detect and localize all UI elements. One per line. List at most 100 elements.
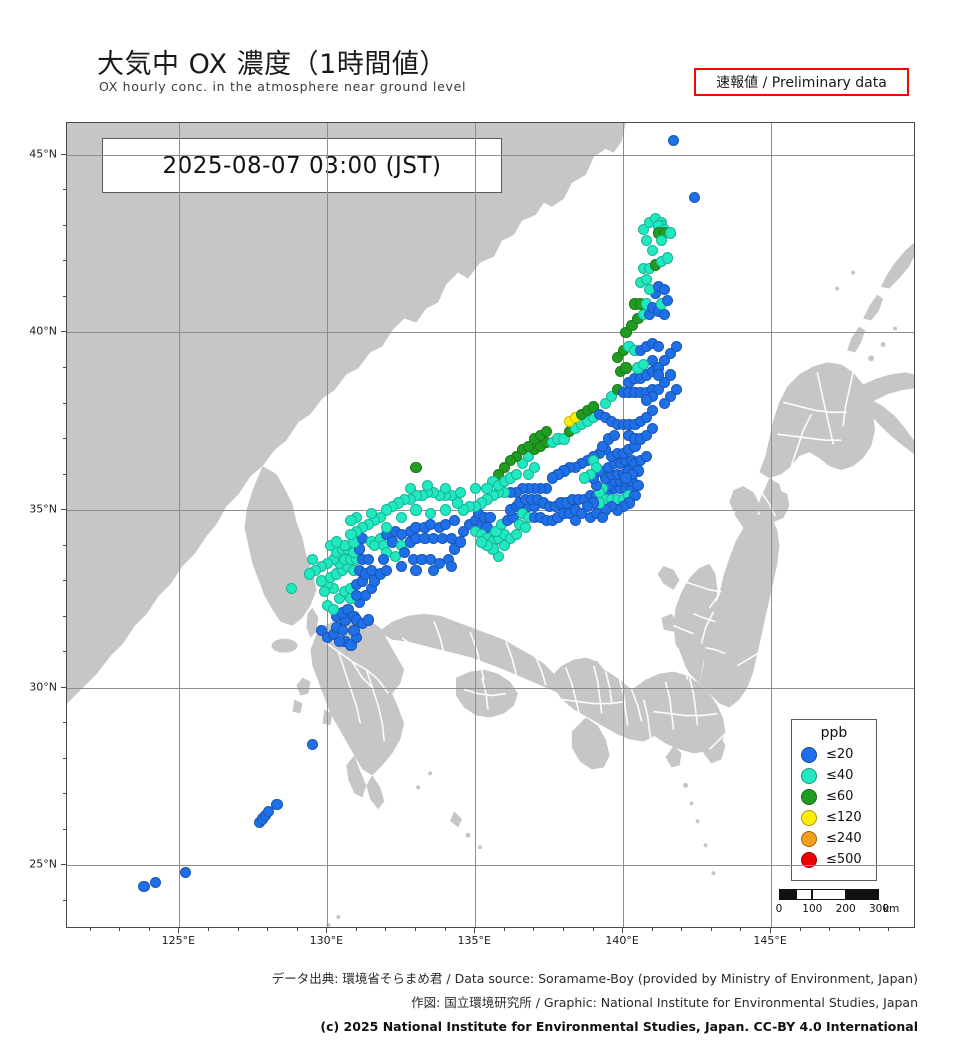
x-axis-tick	[444, 928, 446, 931]
y-axis-tick	[63, 260, 66, 262]
timestamp-label: 2025-08-07 03:00 (JST)	[162, 152, 442, 179]
y-axis-tick	[63, 651, 66, 653]
data-point	[629, 490, 641, 502]
data-point	[587, 401, 600, 413]
data-point	[457, 525, 469, 537]
legend-item: ≤60	[792, 786, 876, 807]
x-axis-tick	[237, 928, 239, 931]
data-point	[596, 511, 609, 523]
data-point	[410, 461, 422, 473]
data-point	[511, 529, 523, 541]
gridline-vertical	[771, 123, 773, 927]
data-point	[395, 511, 407, 523]
data-point	[493, 550, 505, 562]
y-axis-tick	[63, 757, 66, 759]
x-axis-tick	[829, 928, 831, 931]
x-axis-tick	[415, 928, 417, 931]
data-point	[626, 319, 638, 331]
x-axis-tick	[622, 928, 624, 933]
legend-item-label: ≤120	[826, 810, 862, 825]
scale-bar-segment	[845, 889, 879, 900]
data-point	[150, 877, 162, 889]
gridline-horizontal	[67, 687, 914, 689]
footer-data-source: データ出典: 環境省そらまめ君 / Data source: Soramame-…	[271, 971, 918, 986]
data-point	[179, 866, 191, 878]
data-point	[425, 507, 437, 520]
gridline-vertical	[623, 123, 625, 927]
data-point	[327, 603, 339, 616]
data-point	[641, 429, 653, 442]
data-point	[366, 507, 378, 520]
gridline-horizontal	[67, 154, 914, 156]
legend-item-label: ≤20	[826, 747, 854, 762]
footer-graphic-credit: 作図: 国立環境研究所 / Graphic: National Institut…	[411, 995, 918, 1010]
data-point	[499, 539, 511, 552]
scale-bar: 0 100 200 300 km	[775, 889, 899, 923]
data-point	[638, 223, 650, 236]
legend-swatch-icon	[801, 830, 817, 847]
preliminary-data-label: 速報値 / Preliminary data	[716, 75, 887, 91]
y-axis-tick	[63, 793, 66, 795]
data-point	[641, 234, 653, 246]
data-point	[369, 575, 381, 587]
gridline-horizontal	[67, 332, 914, 334]
data-point	[303, 568, 316, 580]
scale-bar-tick-label: 200	[835, 903, 856, 915]
japan-basemap	[67, 123, 914, 927]
data-point	[516, 458, 529, 470]
y-axis-tick	[63, 580, 66, 582]
legend-item-label: ≤40	[826, 768, 854, 783]
data-point	[653, 383, 665, 395]
data-point	[641, 273, 653, 285]
y-axis-tick	[63, 473, 66, 475]
x-axis-tick	[296, 928, 298, 931]
legend-item: ≤120	[792, 807, 876, 828]
x-axis-tick	[858, 928, 860, 931]
data-point	[336, 625, 348, 637]
x-axis-tick	[770, 928, 772, 933]
x-axis-tick	[207, 928, 209, 931]
data-point	[469, 483, 481, 495]
data-point	[380, 522, 393, 534]
data-point	[440, 504, 452, 516]
data-point	[661, 294, 674, 307]
data-point	[380, 504, 393, 516]
x-axis-tick	[89, 928, 91, 931]
data-point	[398, 547, 410, 559]
data-point	[688, 191, 700, 204]
data-point	[345, 639, 357, 651]
data-point	[655, 234, 668, 246]
data-point	[345, 529, 357, 541]
x-axis-label: 125°E	[161, 934, 196, 947]
data-point	[306, 738, 319, 750]
data-point	[333, 635, 345, 647]
x-axis-tick	[740, 928, 742, 931]
y-axis-tick	[63, 295, 66, 297]
data-point	[522, 440, 535, 452]
data-point	[620, 362, 632, 374]
data-point	[410, 564, 422, 576]
data-point	[348, 625, 360, 637]
data-point	[528, 461, 540, 473]
legend-swatch-icon	[801, 767, 817, 784]
data-point	[481, 483, 493, 495]
data-point	[354, 543, 366, 555]
data-point	[658, 355, 671, 367]
data-point	[579, 472, 591, 484]
legend-item-label: ≤240	[826, 831, 862, 846]
x-axis-tick	[799, 928, 801, 931]
data-point	[658, 376, 671, 388]
data-point	[641, 394, 653, 406]
y-axis-tick	[63, 366, 66, 368]
scale-bar-segment	[812, 889, 846, 900]
y-axis-tick	[63, 544, 66, 546]
y-axis-tick	[63, 402, 66, 404]
x-axis-tick	[119, 928, 121, 931]
data-point	[546, 472, 558, 484]
data-point	[558, 433, 570, 445]
data-point	[448, 515, 461, 527]
x-axis-tick	[888, 928, 890, 931]
data-point	[315, 625, 327, 637]
page-title: 大気中 OX 濃度（1時間値）	[97, 49, 447, 80]
scale-bar-tick-label: 0	[775, 903, 783, 915]
